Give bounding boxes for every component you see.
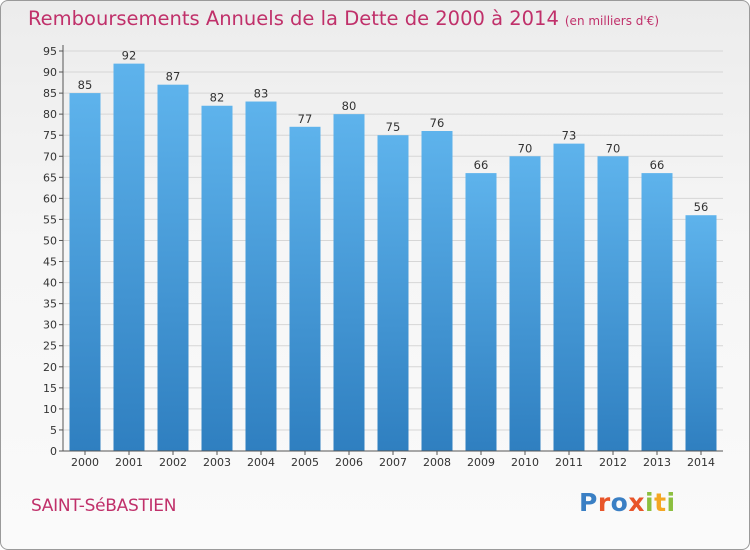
- brand-letter: t: [654, 488, 667, 517]
- data-labels: 85 92 87 82 83 77 80 75 76 66 70 73 70 66 56: [78, 49, 709, 215]
- data-label-2005: 77: [298, 112, 313, 126]
- y-tick-label: 70: [43, 150, 57, 163]
- x-tick-label: 2014: [687, 456, 715, 469]
- data-label-2006: 80: [342, 99, 357, 113]
- bar-2012: [597, 156, 629, 451]
- brand-logo: Proxiti: [579, 488, 676, 517]
- y-tick-label: 25: [43, 340, 57, 353]
- bar-2001: [113, 63, 145, 451]
- y-tick-label: 5: [50, 424, 57, 437]
- data-label-2012: 70: [606, 141, 621, 155]
- y-tick-label: 85: [43, 87, 57, 100]
- data-label-2002: 87: [166, 70, 181, 84]
- x-tick-label: 2005: [291, 456, 319, 469]
- y-tick-label: 50: [43, 234, 57, 247]
- bar-2004: [245, 101, 277, 452]
- data-label-2000: 85: [78, 78, 93, 92]
- data-label-2008: 76: [430, 116, 445, 130]
- brand-letter: r: [597, 488, 611, 517]
- data-label-2007: 75: [386, 120, 401, 134]
- y-tick-label: 80: [43, 108, 57, 121]
- x-axis-ticks: 2000 2001 2002 2003 2004 2005 2006 2007 2008 2009…: [71, 451, 715, 469]
- chart-subtitle: (en milliers d'€): [564, 14, 659, 28]
- x-tick-label: 2001: [115, 456, 143, 469]
- bar-2007: [377, 135, 409, 452]
- bar-2008: [421, 131, 453, 451]
- brand-letter: i: [666, 488, 676, 517]
- y-tick-label: 60: [43, 192, 57, 205]
- x-tick-label: 2003: [203, 456, 231, 469]
- y-tick-label: 15: [43, 382, 57, 395]
- x-tick-label: 2012: [599, 456, 627, 469]
- x-tick-label: 2008: [423, 456, 451, 469]
- bar-2011: [553, 143, 585, 451]
- brand-letter: P: [579, 488, 598, 517]
- data-label-2011: 73: [562, 129, 577, 143]
- data-label-2013: 66: [650, 158, 665, 172]
- bar-2010: [509, 156, 541, 451]
- data-label-2001: 92: [122, 49, 137, 63]
- bar-2006: [333, 114, 365, 451]
- y-tick-label: 90: [43, 66, 57, 79]
- data-label-2010: 70: [518, 141, 533, 155]
- y-tick-label: 45: [43, 256, 57, 269]
- y-tick-label: 30: [43, 319, 57, 332]
- y-tick-label: 20: [43, 361, 57, 374]
- y-tick-label: 10: [43, 403, 57, 416]
- x-tick-label: 2006: [335, 456, 363, 469]
- y-tick-label: 75: [43, 129, 57, 142]
- bar-2013: [641, 173, 673, 451]
- x-tick-label: 2013: [643, 456, 671, 469]
- bar-2003: [201, 105, 233, 451]
- y-tick-label: 35: [43, 298, 57, 311]
- axes: [62, 45, 723, 452]
- bar-2002: [157, 84, 189, 452]
- place-name: SAINT-SéBASTIEN: [31, 496, 177, 516]
- bar-2009: [465, 173, 497, 451]
- data-label-2004: 83: [254, 87, 269, 101]
- chart-title-text: Remboursements Annuels de la Dette de 20…: [28, 7, 559, 30]
- bar-2014: [685, 215, 717, 451]
- data-label-2009: 66: [474, 158, 489, 172]
- x-tick-label: 2007: [379, 456, 407, 469]
- data-label-2014: 56: [694, 200, 709, 214]
- brand-letter: o: [610, 488, 629, 517]
- y-tick-label: 0: [50, 445, 57, 458]
- y-tick-label: 40: [43, 277, 57, 290]
- x-tick-label: 2000: [71, 456, 99, 469]
- data-label-2003: 82: [210, 91, 225, 105]
- x-tick-label: 2002: [159, 456, 187, 469]
- x-tick-label: 2011: [555, 456, 583, 469]
- y-tick-label: 95: [43, 45, 57, 58]
- bar-2005: [289, 126, 321, 451]
- y-axis-ticks: 0 5 10 15 20 25 30 35 40 45 50 55 60 65 70 75 80 85 90 95: [43, 45, 63, 458]
- y-tick-label: 65: [43, 171, 57, 184]
- y-tick-label: 55: [43, 213, 57, 226]
- brand-letter: x: [628, 488, 645, 517]
- bar-2000: [69, 93, 101, 452]
- x-tick-label: 2010: [511, 456, 539, 469]
- chart-title: Remboursements Annuels de la Dette de 20…: [28, 7, 659, 30]
- x-tick-label: 2004: [247, 456, 275, 469]
- bars: [69, 63, 717, 452]
- brand-letter: i: [645, 488, 655, 517]
- x-tick-label: 2009: [467, 456, 495, 469]
